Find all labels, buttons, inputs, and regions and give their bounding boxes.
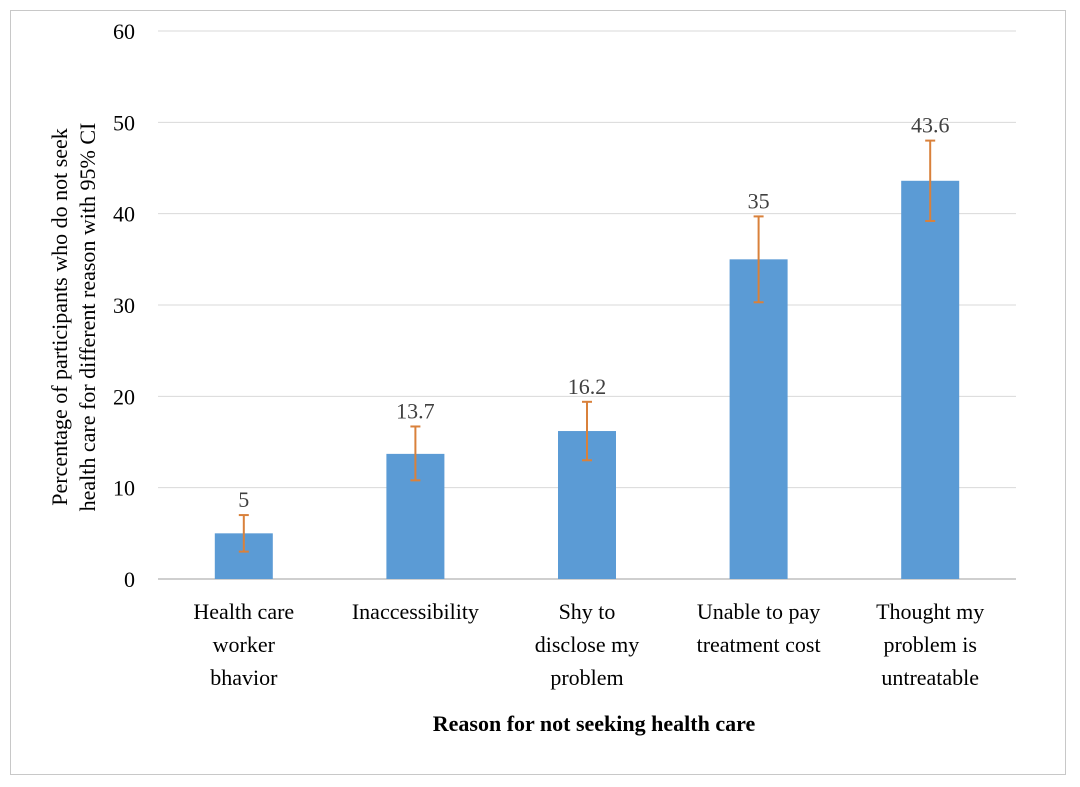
y-tick-label: 40 [113,202,135,227]
y-tick-label: 60 [113,19,135,44]
x-tick-label: Shy to disclose my problem [535,599,640,690]
y-tick-label: 50 [113,110,135,135]
y-axis-title: Percentage of participants who do not se… [47,123,100,512]
bar [729,259,788,579]
x-tick-label: Inaccessibility [352,599,479,624]
data-label: 35 [748,188,770,213]
y-tick-label: 20 [113,384,135,409]
x-axis-title: Reason for not seeking health care [433,711,756,736]
y-tick-label: 30 [113,293,135,318]
data-label: 5 [238,487,249,512]
bar [901,180,960,579]
x-tick-label: Thought my problem is untreatable [876,599,984,690]
data-label: 43.6 [911,113,950,138]
chart-frame [10,10,1066,775]
x-tick-label: Unable to pay treatment cost [697,599,821,657]
data-label: 16.2 [568,374,607,399]
x-tick-label: Health care worker bhavior [193,599,294,690]
y-tick-label: 0 [124,567,135,592]
y-tick-label: 10 [113,476,135,501]
data-label: 13.7 [396,398,435,423]
